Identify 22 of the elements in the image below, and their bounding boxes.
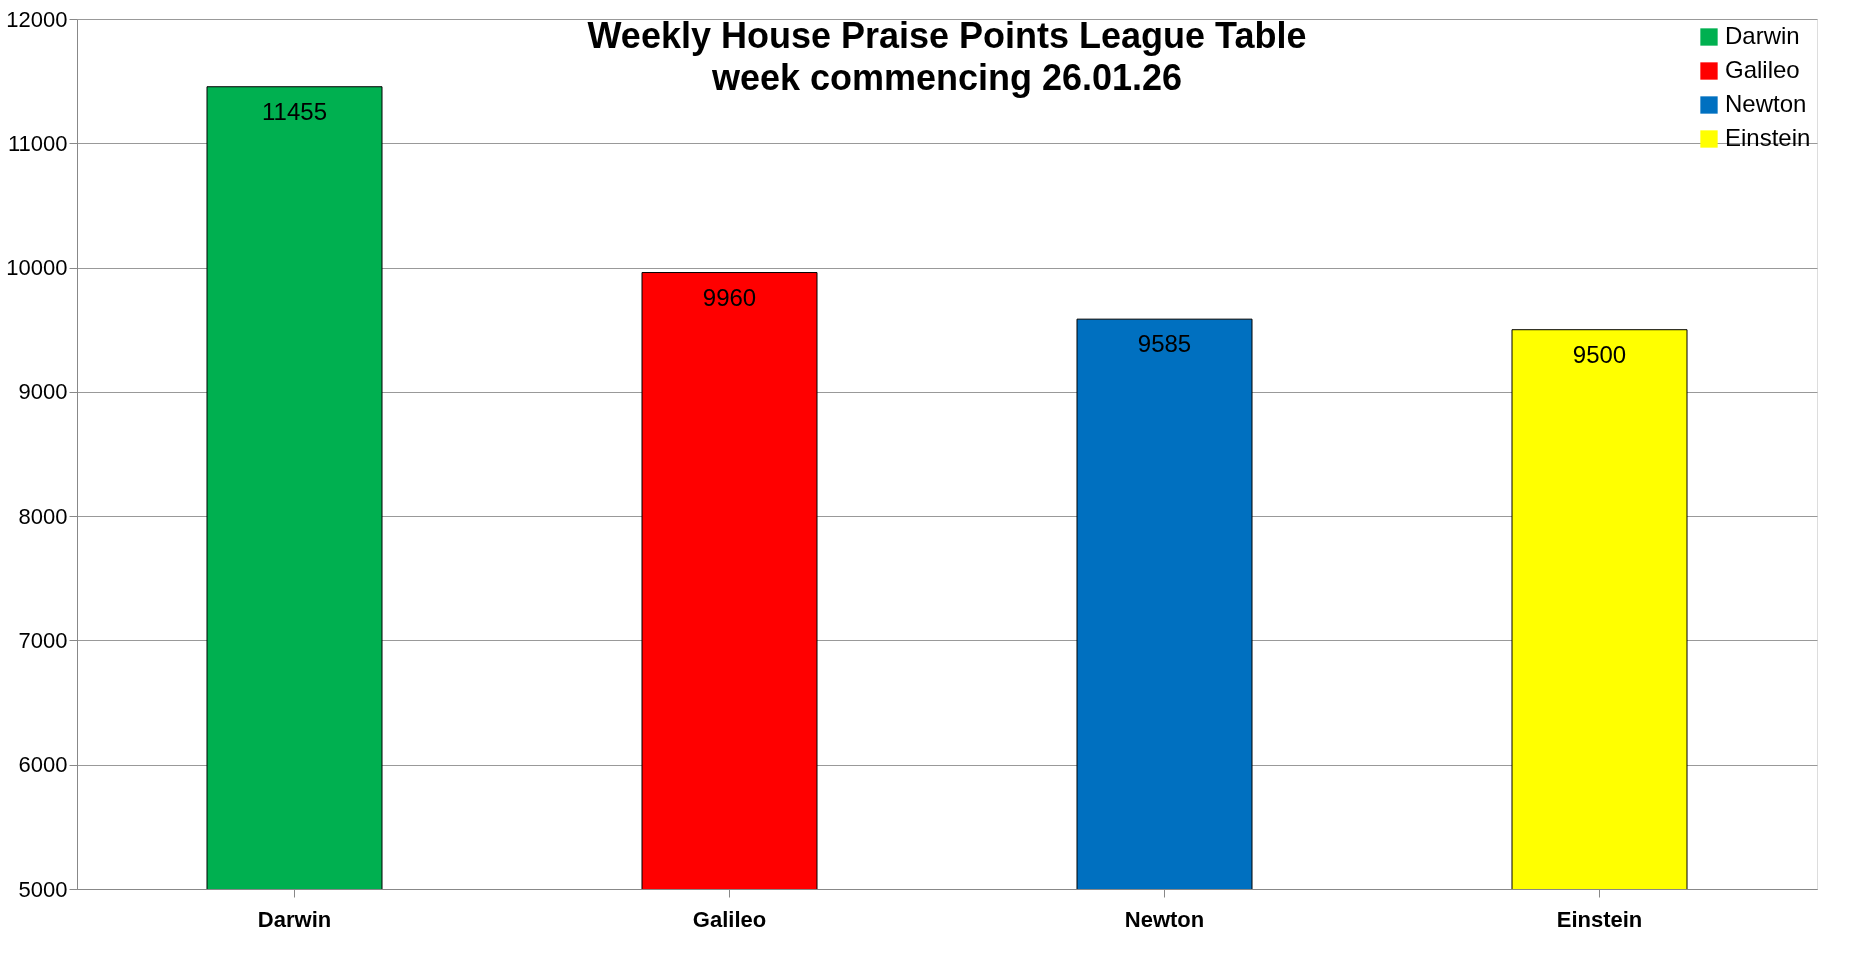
data-label: 9500 (1572, 340, 1627, 368)
legend-label: Einstein (1725, 124, 1811, 151)
data-label: 9585 (1137, 330, 1192, 358)
y-tick-label: 9000 (18, 379, 68, 405)
x-tick-label: Galileo (692, 906, 767, 932)
x-tick-label: Darwin (257, 906, 332, 932)
chart-title: Weekly House Praise Points League Table (587, 15, 1307, 56)
y-tick-label: 6000 (18, 752, 68, 778)
y-tick-label: 8000 (18, 503, 68, 529)
data-label: 9960 (702, 283, 757, 311)
legend-label: Galileo (1725, 56, 1800, 83)
y-tick-label: 10000 (6, 255, 68, 281)
x-tick-label: Newton (1124, 906, 1205, 932)
y-tick-label: 7000 (18, 627, 68, 653)
data-label: 11455 (262, 97, 327, 125)
y-tick-label: 12000 (6, 6, 68, 32)
text: week commencing 26.01.26 (710, 57, 1183, 98)
x-tick-label: Einstein (1556, 906, 1643, 932)
y-tick-label: 11000 (7, 130, 68, 156)
y-tick-label: 5000 (18, 876, 68, 902)
legend-label: Darwin (1725, 22, 1800, 49)
legend-label: Newton (1725, 90, 1807, 117)
